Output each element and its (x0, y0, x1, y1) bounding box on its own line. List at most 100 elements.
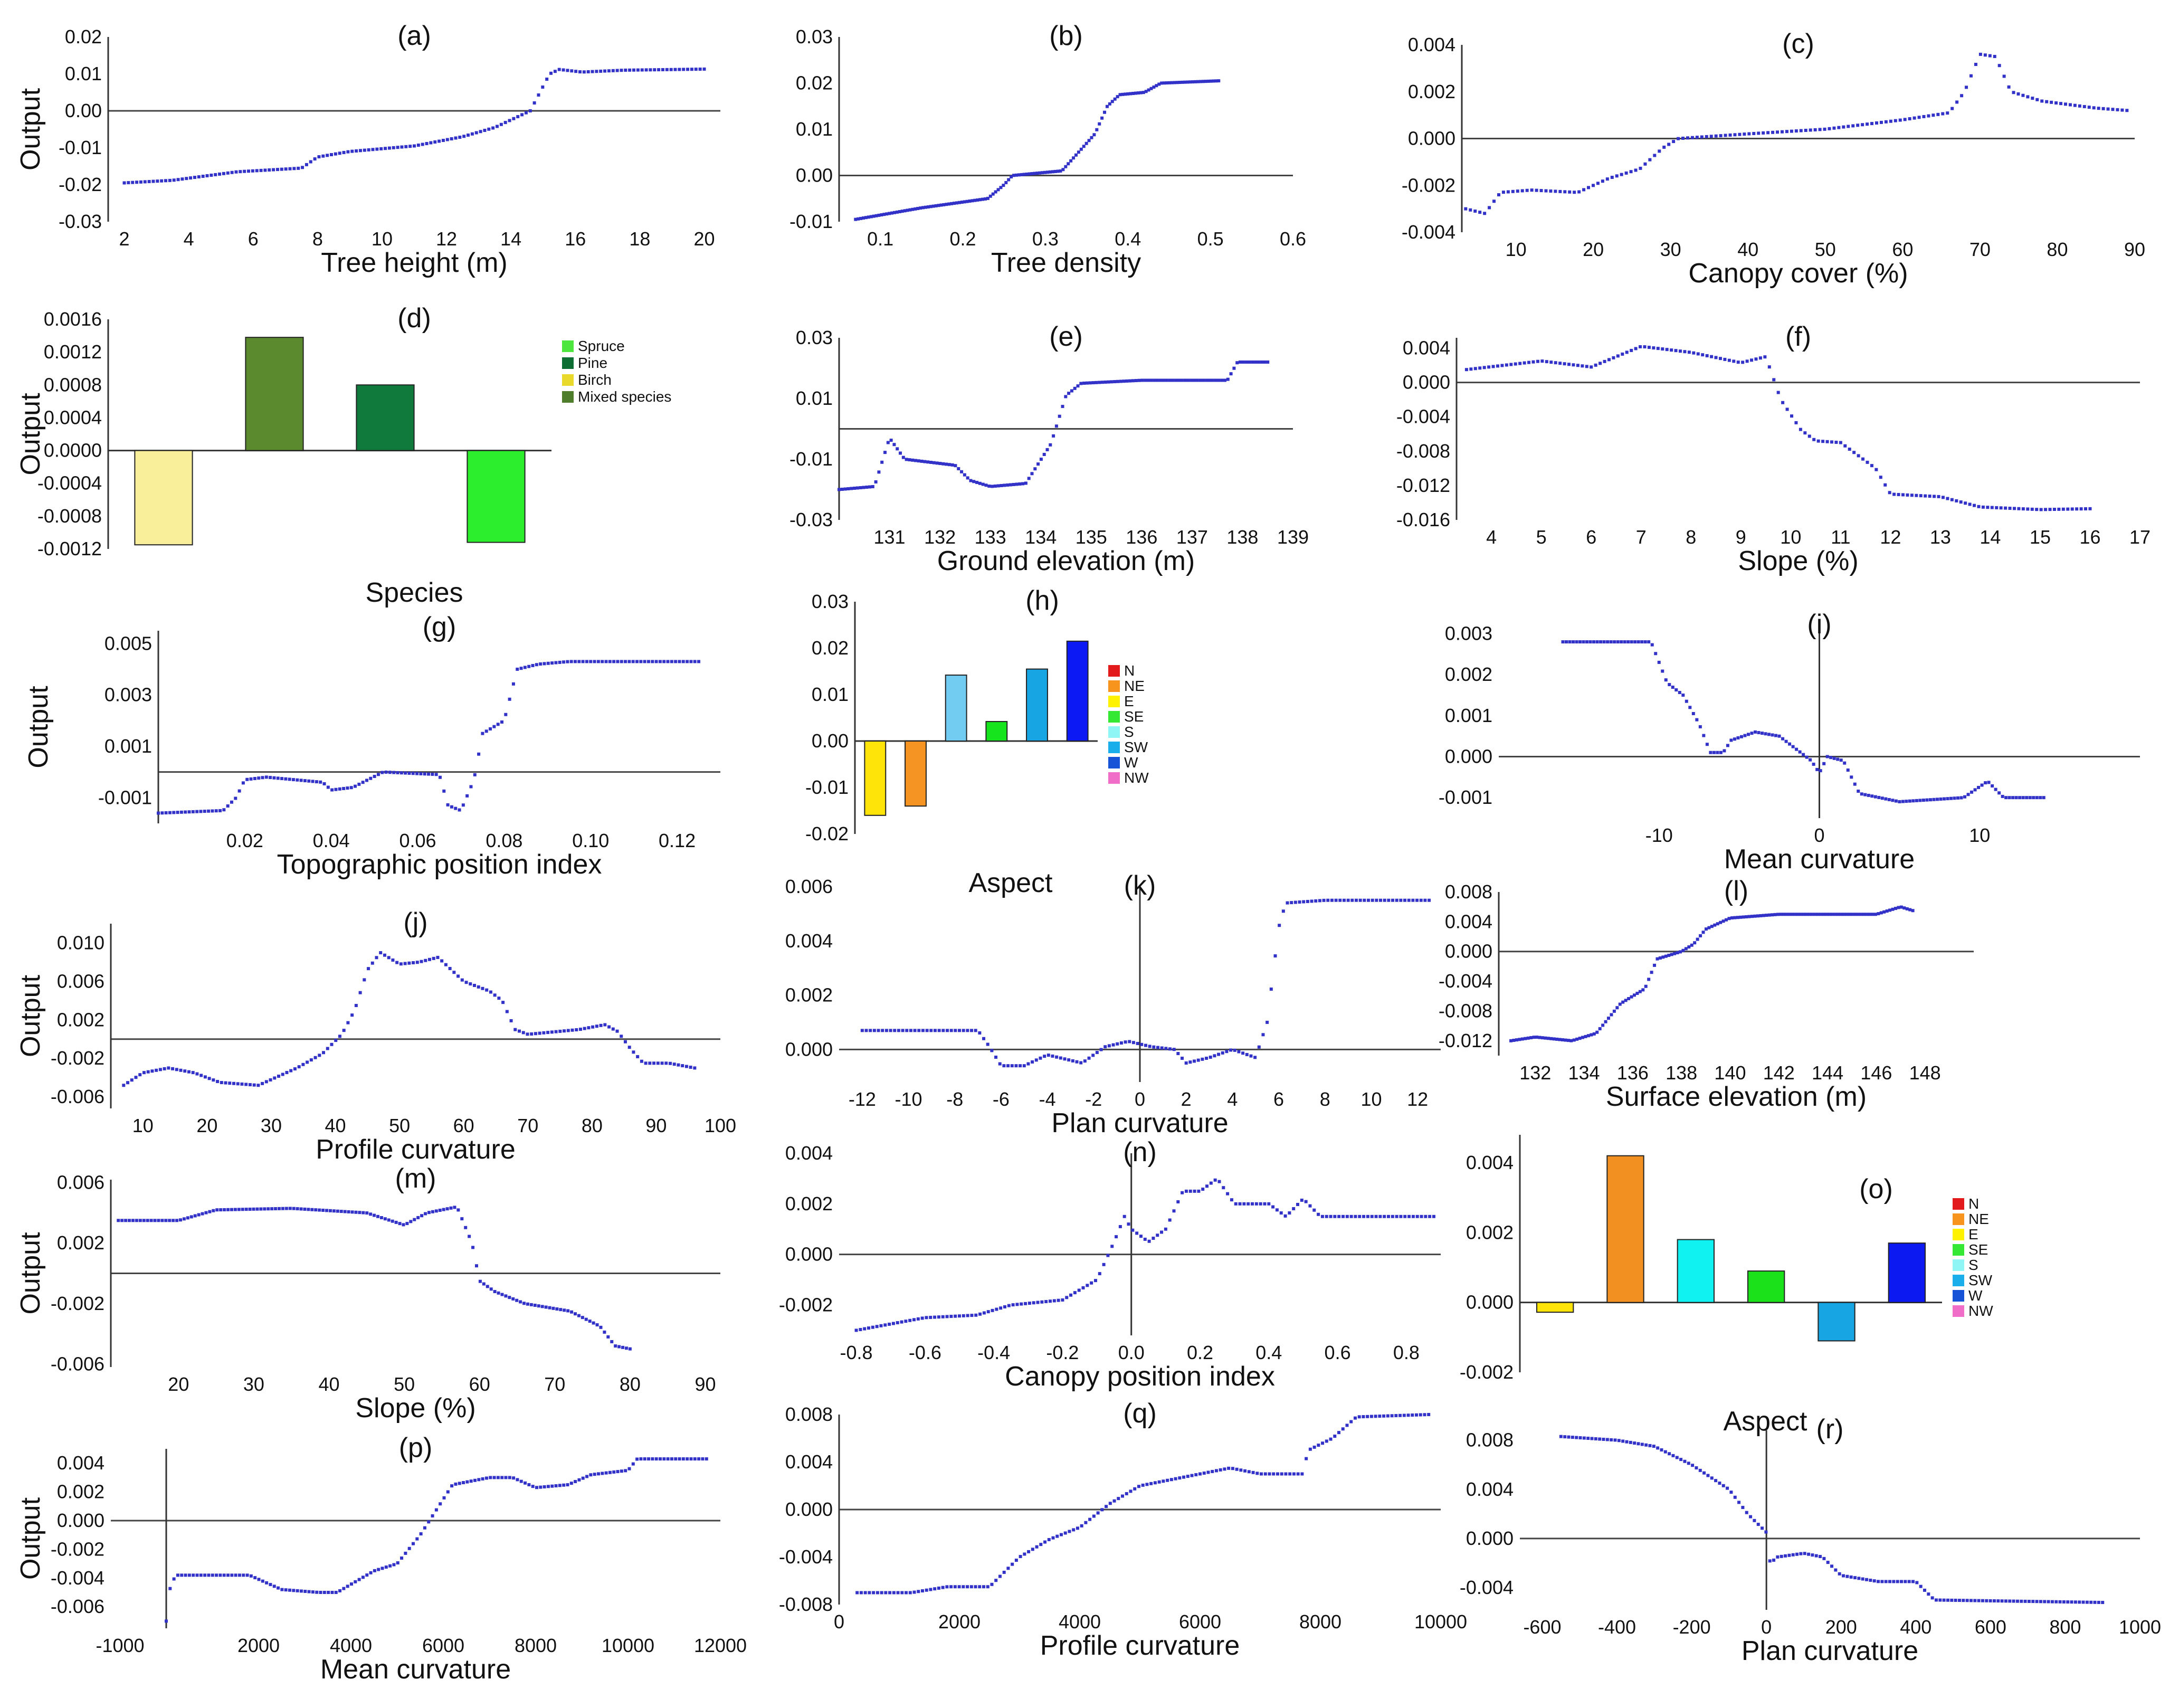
data-point (1088, 1517, 1092, 1521)
data-point (454, 806, 458, 810)
data-point (995, 1307, 998, 1311)
data-point (2018, 796, 2022, 800)
data-point (1350, 898, 1354, 902)
x-tick-label: 0.5 (1197, 228, 1224, 250)
data-point (954, 464, 957, 468)
y-tick-label: 0.006 (57, 1172, 104, 1193)
data-point (1613, 1438, 1617, 1442)
data-point (319, 1591, 322, 1594)
data-point (1683, 350, 1687, 354)
data-point (694, 68, 698, 71)
data-point (473, 983, 477, 987)
bar-s (1026, 668, 1048, 742)
data-point (1298, 900, 1301, 904)
data-point (1230, 1198, 1233, 1202)
x-tick-label: -8 (946, 1088, 963, 1110)
data-point (616, 660, 620, 663)
data-point (595, 1024, 598, 1028)
data-point (1018, 482, 1022, 486)
data-point (1965, 86, 1968, 89)
data-point (1205, 1184, 1209, 1188)
panel-label: (l) (1724, 876, 1748, 906)
data-point (1727, 917, 1731, 921)
data-point (963, 200, 966, 204)
data-point (1777, 734, 1781, 738)
data-point (365, 779, 368, 782)
data-point (130, 1078, 134, 1082)
data-point (1873, 795, 1877, 799)
data-point (1176, 1200, 1180, 1203)
data-point (1518, 1038, 1521, 1041)
data-point (1870, 122, 1874, 126)
data-point (257, 1578, 261, 1581)
panel-o: -0.0020.0000.0020.004NNEESESSWWNW(o)Aspe… (1460, 1135, 1993, 1437)
data-point (1677, 137, 1680, 140)
data-point (2070, 507, 2074, 511)
data-point (662, 660, 666, 663)
x-tick-label: 138 (1226, 526, 1258, 548)
x-tick-label: 10 (1506, 239, 1527, 260)
data-point (413, 144, 416, 148)
data-point (644, 68, 648, 72)
data-point (1795, 747, 1799, 751)
data-point (1991, 784, 1994, 787)
data-point (1831, 913, 1834, 916)
data-point (566, 69, 569, 72)
data-point (427, 1211, 431, 1214)
data-point (1419, 898, 1423, 902)
data-point (361, 781, 365, 784)
data-point (1877, 1580, 1880, 1583)
data-point (491, 126, 495, 130)
data-point (1129, 1489, 1133, 1493)
data-point (288, 167, 292, 170)
bar-ne (1606, 1155, 1644, 1303)
data-point (1984, 781, 1987, 785)
data-point (412, 961, 415, 964)
data-point (1247, 1470, 1251, 1474)
data-point (1707, 926, 1711, 929)
y-tick-label: 0.03 (796, 26, 833, 48)
data-point (244, 1208, 248, 1211)
data-point (643, 660, 646, 663)
data-point (1136, 1042, 1139, 1046)
data-point (1590, 365, 1593, 369)
data-point (2035, 508, 2039, 511)
data-point (900, 210, 904, 213)
data-point (962, 1029, 965, 1032)
data-point (1021, 482, 1025, 486)
data-point (1306, 899, 1309, 903)
data-point (1672, 140, 1676, 144)
x-axis-title: Profile curvature (316, 1134, 516, 1165)
data-point (628, 68, 632, 72)
data-point (690, 68, 693, 71)
data-point (562, 660, 566, 664)
data-point (1865, 913, 1869, 916)
y-tick-label: 0.004 (785, 1451, 833, 1473)
x-axis-title: Plan curvature (1742, 1636, 1918, 1666)
data-point (440, 959, 444, 963)
data-point (1960, 94, 1964, 98)
data-point (526, 1032, 529, 1036)
data-point (530, 1032, 534, 1036)
data-point (1873, 913, 1877, 916)
data-point (2030, 507, 2034, 511)
data-point (893, 1029, 897, 1032)
data-point (218, 1573, 222, 1577)
data-point (2007, 796, 2011, 800)
data-point (138, 1073, 142, 1077)
data-point (1908, 117, 1911, 120)
data-point (668, 1061, 672, 1065)
data-point (1723, 357, 1727, 361)
data-point (142, 1071, 146, 1075)
x-tick-label: 10 (1780, 526, 1801, 548)
data-point (479, 130, 482, 134)
data-point (1705, 743, 1709, 746)
data-point (1661, 669, 1664, 673)
data-point (373, 1213, 376, 1217)
data-point (1685, 699, 1688, 703)
data-point (1803, 1552, 1806, 1555)
x-tick-label: 2 (119, 228, 130, 250)
data-point (317, 155, 321, 159)
data-point (612, 1470, 616, 1474)
